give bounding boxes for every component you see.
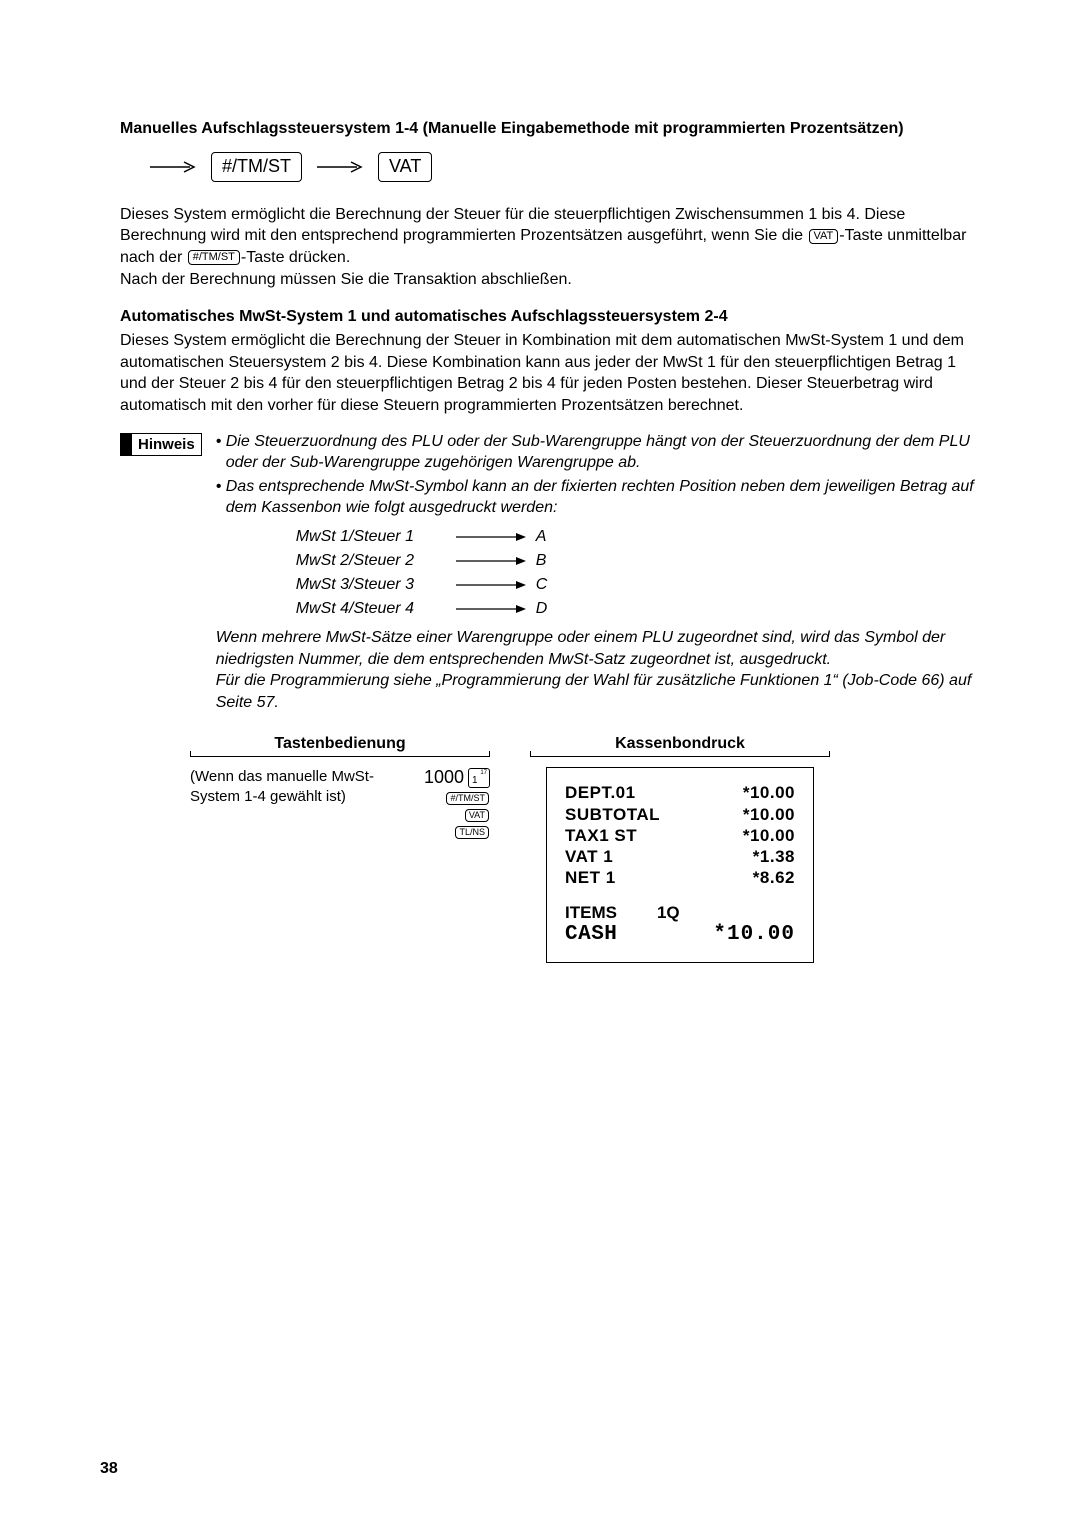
keycap-vat-inline: VAT <box>809 229 839 244</box>
page-number: 38 <box>100 1460 118 1478</box>
arrow-icon <box>150 161 196 173</box>
document-page: Manuelles Aufschlagssteuersystem 1-4 (Ma… <box>0 0 1080 1528</box>
keycap-tlns-seq: TL/NS <box>455 826 489 839</box>
col-header-receipt: Kassenbondruck <box>530 735 830 757</box>
keycap-tmst-inline: #/TM/ST <box>188 250 240 265</box>
hinweis-block: Hinweis • Die Steuerzuordnung des PLU od… <box>120 431 980 714</box>
heading-auto-vat: Automatisches MwSt-System 1 und automati… <box>120 308 980 326</box>
keycap-dept1: 17 1 <box>468 768 490 788</box>
keycap-tmst: #/TM/ST <box>211 152 302 182</box>
keycap-vat: VAT <box>378 152 432 182</box>
hinweis-content: • Die Steuerzuordnung des PLU oder der S… <box>216 431 980 714</box>
heading-manual-surcharge: Manuelles Aufschlagssteuersystem 1-4 (Ma… <box>120 120 980 138</box>
para-manual-system: Dieses System ermöglicht die Berechnung … <box>120 204 980 290</box>
para-auto-system: Dieses System ermöglicht die Berechnung … <box>120 330 980 416</box>
keycap-tmst-seq: #/TM/ST <box>446 792 489 805</box>
key-flow: #/TM/ST VAT <box>150 152 980 182</box>
arrow-icon <box>317 161 363 173</box>
example-condition-note: (Wenn das manuelle MwSt-System 1-4 gewäh… <box>190 767 394 806</box>
hinweis-badge: Hinweis <box>120 433 202 456</box>
arrow-icon <box>456 604 526 614</box>
example-columns: Tastenbedienung (Wenn das manuelle MwSt-… <box>120 735 980 962</box>
keycap-vat-seq: VAT <box>465 809 489 822</box>
arrow-icon <box>456 556 526 566</box>
key-sequence: 1000 17 1 #/TM/ST VAT TL/NS <box>424 767 490 839</box>
receipt-printout: DEPT.01*10.00 SUBTOTAL*10.00 TAX1 ST*10.… <box>546 767 814 962</box>
col-header-keys: Tastenbedienung <box>190 735 490 757</box>
arrow-icon <box>456 532 526 542</box>
arrow-icon <box>456 580 526 590</box>
vat-symbol-map: MwSt 1/Steuer 1A MwSt 2/Steuer 2B MwSt 3… <box>296 525 980 621</box>
entry-value: 1000 <box>424 767 464 788</box>
